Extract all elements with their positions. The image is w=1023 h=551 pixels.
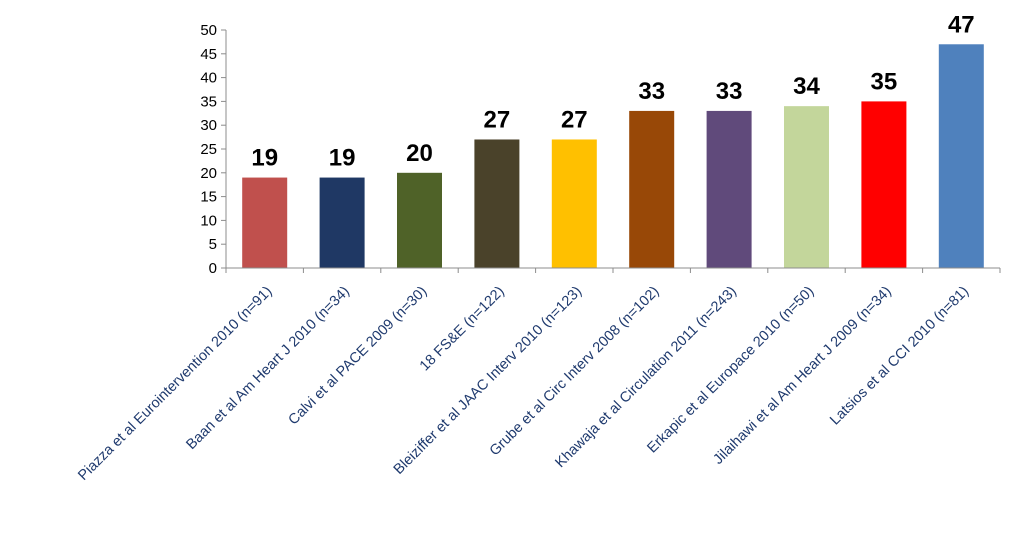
data-label: 33	[638, 78, 665, 105]
data-label: 27	[561, 106, 588, 133]
data-label: 20	[406, 140, 433, 167]
category-labels: Piazza et al Eurointervention 2010 (n=91…	[75, 284, 972, 484]
y-axis: 0 5 10 15 20 25 30 35 40 45 50	[200, 22, 227, 277]
y-tick-label: 25	[200, 141, 217, 158]
data-label: 35	[871, 68, 898, 95]
y-tick-label: 35	[200, 93, 217, 110]
x-axis	[225, 267, 1001, 273]
category-label: Calvi et al PACE 2009 (n=30)	[286, 284, 431, 429]
data-label: 33	[716, 78, 743, 105]
bars	[242, 44, 984, 269]
bar	[938, 44, 984, 268]
bar	[629, 110, 675, 268]
data-label: 19	[329, 145, 356, 172]
bar	[242, 177, 288, 268]
bar	[319, 177, 365, 268]
bar	[706, 110, 752, 268]
category-label: Baan et al Am Heart J 2010 (n=34)	[183, 284, 352, 453]
category-label: Jilaihawi et al Am Heart J 2009 (n=34)	[710, 284, 894, 468]
y-tick-label: 30	[200, 117, 217, 134]
y-tick-label: 50	[200, 22, 217, 39]
category-label: Latsios et al CCI 2010 (n=81)	[827, 284, 972, 429]
category-label: Erkapic et al Europace 2010 (n=50)	[644, 284, 817, 457]
data-labels: 19 19 20 27 27 33 33 34 35 47	[251, 11, 974, 171]
y-tick-label: 10	[200, 212, 217, 229]
bar	[551, 139, 597, 268]
category-label: Grube et al Circ Interv 2008 (n=102)	[487, 284, 663, 460]
data-label: 27	[484, 106, 511, 133]
y-tick-label: 15	[200, 189, 217, 206]
y-tick-label: 45	[200, 46, 217, 63]
bar	[397, 172, 442, 268]
bar	[784, 106, 829, 268]
bar	[861, 101, 907, 269]
data-label: 34	[793, 73, 820, 100]
y-tick-label: 20	[200, 165, 217, 182]
data-label: 19	[251, 145, 278, 172]
data-label: 47	[948, 11, 975, 38]
y-tick-label: 0	[209, 260, 217, 277]
y-tick-label: 5	[209, 236, 217, 253]
bar	[474, 139, 520, 268]
y-tick-label: 40	[200, 70, 217, 87]
category-label: 18 FS&E (n=122)	[417, 284, 508, 375]
